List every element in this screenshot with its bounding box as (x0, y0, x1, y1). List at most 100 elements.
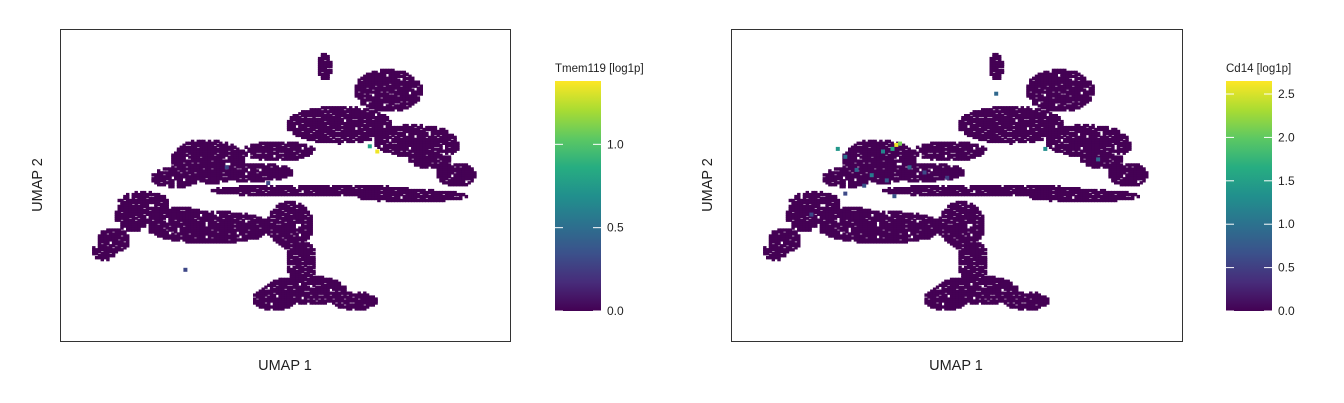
cell-point (154, 194, 158, 199)
cell-point (199, 161, 203, 165)
cell-point (301, 114, 305, 118)
cell-point (275, 285, 279, 289)
cell-point (213, 188, 217, 193)
cell-point (199, 169, 203, 173)
cell-point (447, 157, 452, 161)
cell-point (791, 220, 795, 224)
cell-point (808, 224, 812, 228)
cell-point (428, 145, 432, 149)
cell-point (182, 230, 186, 234)
cell-point (224, 159, 229, 163)
cell-point (382, 88, 387, 92)
cell-point (374, 70, 378, 75)
cell-point (368, 299, 373, 303)
cell-point (380, 106, 384, 110)
cell-point (247, 165, 251, 169)
cell-point (794, 238, 798, 242)
cell-point (241, 188, 246, 193)
cell-point (323, 106, 327, 110)
cell-point (774, 242, 778, 246)
cell-point (216, 171, 220, 175)
cell-point (357, 112, 361, 116)
cell-point (145, 204, 150, 209)
cell-point (176, 149, 181, 153)
cell-point (317, 127, 322, 132)
cell-point (312, 131, 316, 136)
cell-point (295, 271, 299, 276)
cell-point (312, 118, 316, 122)
cell-point (303, 135, 308, 140)
cell-point (828, 192, 832, 197)
cell-point (411, 141, 415, 145)
cell-point (419, 198, 423, 203)
cell-point (456, 165, 460, 169)
cell-point (250, 226, 254, 230)
cell-point (363, 94, 367, 98)
cell-point (185, 218, 189, 222)
cell-point (255, 169, 260, 173)
cell-point (433, 196, 438, 201)
cell-point (272, 279, 277, 283)
cell-point (301, 143, 305, 147)
cell-point (202, 234, 206, 238)
cell-point (238, 159, 243, 163)
cell-point (289, 297, 294, 301)
cell-point (385, 70, 390, 75)
cell-point (238, 185, 243, 189)
cell-point (261, 147, 265, 151)
cell-point (425, 190, 429, 195)
cell-point (859, 240, 863, 244)
cell-point (224, 153, 229, 157)
cell-point (456, 163, 460, 167)
cell-point (140, 192, 144, 197)
cell-point (408, 194, 412, 199)
cell-point (171, 216, 175, 220)
cell-point (278, 173, 282, 177)
cell-point (267, 216, 271, 220)
cell-point (831, 202, 835, 207)
cell-point (368, 96, 373, 100)
cell-point (320, 127, 325, 132)
cell-point (794, 218, 798, 222)
cell-point (317, 68, 322, 73)
cell-point (405, 137, 409, 142)
cell-point (309, 216, 313, 220)
cell-point (405, 72, 409, 76)
cell-point (419, 141, 423, 145)
cell-point (433, 139, 438, 144)
cell-point (856, 173, 860, 177)
cell-point (269, 177, 274, 181)
cell-point (416, 135, 421, 140)
cell-point (365, 121, 370, 126)
cell-point (275, 297, 279, 301)
cell-point (222, 222, 226, 226)
cell-point (363, 307, 367, 311)
cell-point (785, 242, 790, 246)
cell-point (788, 234, 792, 238)
cell-point (261, 179, 265, 183)
cell-point (196, 155, 200, 159)
cell-point (354, 190, 358, 195)
cell-point (281, 226, 285, 230)
cell-point (845, 210, 849, 214)
cell-point (777, 256, 781, 260)
cell-point (447, 175, 452, 179)
cell-point (413, 143, 418, 147)
cell-point (343, 188, 347, 193)
cell-point (94, 252, 99, 256)
cell-point (292, 143, 296, 147)
cell-point (269, 299, 274, 303)
cell-point (286, 252, 291, 256)
cell-point (377, 133, 381, 138)
cell-point (193, 149, 198, 153)
cell-point (306, 242, 310, 246)
cell-point (162, 177, 167, 181)
cell-point (267, 173, 271, 177)
cell-point (363, 119, 367, 124)
cell-point (286, 222, 291, 226)
cell-point (399, 104, 404, 108)
cell-point (312, 248, 316, 252)
cell-point (301, 289, 305, 293)
cell-point (292, 238, 296, 242)
cell-point (267, 299, 271, 303)
